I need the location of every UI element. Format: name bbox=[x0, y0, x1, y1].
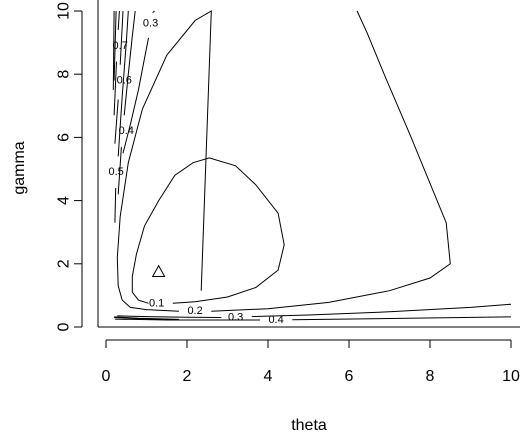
contour-label: 0.4 bbox=[119, 125, 134, 137]
contour-line bbox=[251, 303, 512, 318]
x-tick-label: 2 bbox=[183, 368, 192, 385]
contour-line bbox=[292, 316, 512, 321]
contour-line bbox=[117, 10, 129, 157]
contour-lines bbox=[112, 10, 512, 321]
contour-line bbox=[113, 10, 117, 81]
x-tick-label: 4 bbox=[264, 368, 273, 385]
x-tick-label: 6 bbox=[345, 368, 354, 385]
contour-labels: 0.1 0.2 0.3 0.4 0.3 0.4 0.5 0.6 0.7 bbox=[108, 18, 283, 326]
y-axis-title: gamma bbox=[11, 141, 28, 194]
contour-line bbox=[122, 37, 149, 154]
y-tick-label: 0 bbox=[56, 322, 73, 331]
contour-line bbox=[114, 187, 117, 223]
y-ticks: 0 2 4 6 8 10 bbox=[56, 2, 82, 331]
contour-label: 0.3 bbox=[228, 312, 243, 324]
contour-line bbox=[112, 10, 115, 91]
contour-label: 0.7 bbox=[113, 40, 128, 52]
x-tick-label: 10 bbox=[502, 368, 520, 385]
x-axis-title: theta bbox=[291, 417, 327, 434]
contour-line bbox=[123, 10, 136, 116]
contour-line bbox=[131, 157, 285, 304]
contour-line bbox=[117, 315, 222, 318]
contour-label: 0.1 bbox=[149, 297, 164, 309]
contour-line bbox=[114, 318, 260, 321]
x-tick-label: 0 bbox=[102, 368, 111, 385]
contour-line bbox=[114, 99, 119, 144]
contour-line bbox=[117, 146, 122, 195]
contour-line bbox=[152, 10, 155, 13]
y-tick-label: 10 bbox=[56, 2, 73, 20]
contour-line bbox=[116, 10, 212, 312]
contour-line bbox=[211, 10, 451, 312]
contour-line bbox=[113, 61, 117, 116]
x-tick-label: 8 bbox=[426, 368, 435, 385]
contour-label: 0.6 bbox=[117, 75, 132, 87]
axes bbox=[81, 0, 520, 341]
triangle-marker bbox=[151, 264, 166, 277]
y-tick-label: 4 bbox=[56, 196, 73, 205]
contour-line bbox=[114, 317, 163, 320]
contour-label: 0.3 bbox=[143, 18, 158, 30]
contour-label: 0.5 bbox=[108, 166, 123, 178]
y-tick-label: 2 bbox=[56, 259, 73, 268]
y-tick-label: 8 bbox=[56, 70, 73, 79]
contour-label: 0.2 bbox=[187, 305, 202, 317]
y-tick-label: 6 bbox=[56, 133, 73, 142]
x-ticks: 0 2 4 6 8 10 bbox=[102, 340, 520, 385]
contour-line bbox=[119, 10, 124, 65]
contour-line bbox=[117, 10, 120, 31]
contour-label: 0.4 bbox=[268, 314, 283, 326]
